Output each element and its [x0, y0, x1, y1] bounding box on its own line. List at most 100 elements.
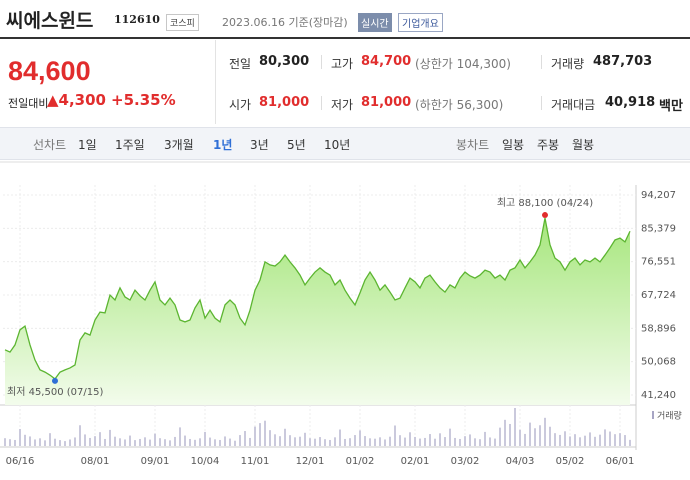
- volume-bar: [214, 439, 216, 446]
- stat-value: 81,000: [259, 95, 310, 110]
- volume-bar: [474, 438, 476, 446]
- volume-bar: [154, 433, 156, 446]
- volume-bar: [569, 436, 571, 446]
- stock-code: 112610: [114, 13, 160, 26]
- volume-bar: [44, 440, 46, 446]
- separator: [321, 96, 322, 110]
- volume-bar: [179, 427, 181, 446]
- company-info-dropdown[interactable]: 기업개요: [398, 13, 443, 32]
- volume-bar: [19, 429, 21, 446]
- volume-bar: [234, 440, 236, 446]
- volume-bar: [334, 437, 336, 446]
- volume-bar: [349, 438, 351, 446]
- stat-note: (상한가 104,300): [415, 57, 511, 71]
- x-tick-label: 05/02: [556, 456, 585, 467]
- volume-bar: [469, 434, 471, 446]
- volume-bar: [14, 439, 16, 446]
- realtime-button[interactable]: 실시간: [358, 13, 392, 32]
- stat-value: 487,703: [593, 54, 653, 69]
- volume-bar: [189, 438, 191, 446]
- period-tab[interactable]: 3개월: [164, 138, 194, 152]
- volume-bar: [339, 429, 341, 446]
- stat-label: 저가: [331, 98, 354, 112]
- volume-bar: [149, 439, 151, 446]
- x-tick-label: 04/03: [506, 456, 535, 467]
- volume-bar: [69, 439, 71, 446]
- stat-value: 81,000: [361, 95, 412, 110]
- price-line: [4, 217, 631, 380]
- volume-bar: [489, 437, 491, 446]
- period-tab[interactable]: 10년: [324, 138, 351, 152]
- volume-bar: [49, 433, 51, 446]
- y-tick-label: 58,896: [641, 323, 676, 334]
- stat-value: 80,300: [259, 54, 310, 69]
- volume-bar: [329, 439, 331, 446]
- volume-bar: [259, 423, 261, 446]
- candle-tab[interactable]: 일봉: [502, 138, 525, 152]
- volume-bar: [409, 432, 411, 446]
- volume-bar: [324, 439, 326, 446]
- volume-bar: [514, 408, 516, 446]
- volume-bar: [534, 428, 536, 446]
- x-tick-label: 03/02: [451, 456, 480, 467]
- divider: [0, 37, 690, 39]
- volume-bar: [244, 431, 246, 446]
- volume-bar: [84, 434, 86, 446]
- volume-bar: [249, 437, 251, 446]
- volume-bar: [364, 436, 366, 446]
- volume-bar: [384, 439, 386, 446]
- volume-bar: [444, 437, 446, 446]
- volume-bar: [289, 435, 291, 446]
- volume-bar: [554, 433, 556, 446]
- volume-bar: [124, 439, 126, 446]
- volume-bar: [9, 439, 11, 446]
- volume-bar: [574, 434, 576, 446]
- chart: 41,240 50,068 58,896 67,724 76,551 85,379 94,2…: [0, 161, 690, 467]
- x-tick-label: 02/01: [401, 456, 430, 467]
- volume-bar: [614, 434, 616, 446]
- volume-bar: [39, 438, 41, 446]
- period-tab[interactable]: 3년: [250, 138, 269, 152]
- period-tab[interactable]: 1일: [78, 138, 97, 152]
- volume-bar: [169, 440, 171, 446]
- y-tick-label: 85,379: [641, 223, 676, 234]
- volume-bar: [629, 439, 631, 446]
- x-tick-label: 11/01: [241, 456, 270, 467]
- stat-label: 전일: [229, 57, 252, 71]
- legend-label: 거래량: [657, 410, 682, 422]
- volume-bar: [454, 437, 456, 446]
- volume-bar: [419, 438, 421, 446]
- volume-bar: [129, 435, 131, 446]
- candle-tab[interactable]: 월봉: [572, 138, 595, 152]
- volume-bar: [204, 431, 206, 446]
- stat-unit: 백만: [659, 99, 683, 114]
- period-tab[interactable]: 1년: [213, 138, 233, 152]
- period-tab[interactable]: 1주일: [115, 138, 145, 152]
- period-tab[interactable]: 5년: [287, 138, 306, 152]
- separator: [321, 55, 322, 69]
- volume-bar: [584, 435, 586, 446]
- volume-bar: [484, 431, 486, 446]
- stat-label: 고가: [331, 57, 354, 71]
- volume-bar: [199, 438, 201, 446]
- volume-bar: [229, 438, 231, 446]
- price: 84,600: [8, 56, 91, 86]
- volume-bar: [134, 440, 136, 446]
- volume-bar: [24, 434, 26, 446]
- volume-bar: [359, 430, 361, 446]
- tab-label: 선차트: [33, 138, 67, 152]
- volume-bar: [589, 432, 591, 446]
- candle-tab[interactable]: 주봉: [537, 138, 560, 152]
- volume-bar: [539, 425, 541, 446]
- volume-bar: [144, 437, 146, 446]
- x-tick-label: 08/01: [81, 456, 110, 467]
- volume-bar: [394, 425, 396, 446]
- y-tick-label: 76,551: [641, 257, 676, 268]
- change-label: 전일대비: [8, 97, 49, 110]
- volume-bar: [29, 436, 31, 446]
- x-tick-label: 06/01: [606, 456, 635, 467]
- stat-note: (하한가 56,300): [415, 98, 504, 112]
- volume-bar: [619, 433, 621, 446]
- volume-bar: [314, 438, 316, 446]
